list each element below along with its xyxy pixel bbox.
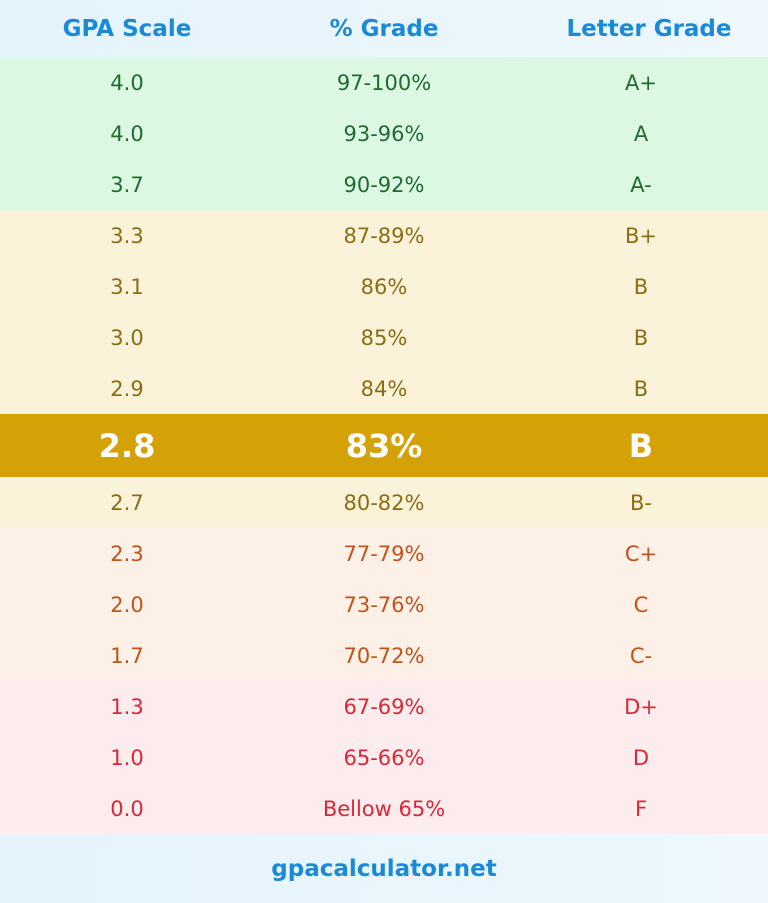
table-cell: 73-76% <box>343 592 425 617</box>
table-cell: B <box>633 325 649 350</box>
row-group: 2.7 80-82% B- <box>0 477 768 528</box>
header-cell: Letter Grade <box>566 15 732 42</box>
row-group: 2.3 77-79% C+ 2.0 73-76% C 1.7 70-72% C- <box>0 528 768 681</box>
table-cell: 3.1 <box>110 274 144 299</box>
table-cell: D+ <box>624 694 658 719</box>
table-cell: D <box>632 745 650 770</box>
table-cell: 1.0 <box>110 745 144 770</box>
row-group: 2.8 83% B <box>0 414 768 477</box>
table-cell: B <box>628 426 654 465</box>
table-cell: 86% <box>360 274 408 299</box>
row-group: 4.0 97-100% A+ 4.0 93-96% A 3.7 90-92% A- <box>0 57 768 210</box>
table-cell: 4.0 <box>110 121 144 146</box>
table-row: 2.7 80-82% B- <box>0 477 768 528</box>
table-cell: 84% <box>360 376 408 401</box>
table-row: 4.0 93-96% A <box>0 108 768 159</box>
table-cell: C <box>633 592 649 617</box>
table-row: 2.3 77-79% C+ <box>0 528 768 579</box>
table-cell: 2.8 <box>98 426 156 465</box>
table-cell: B- <box>630 490 652 515</box>
table-row: 3.3 87-89% B+ <box>0 210 768 261</box>
table-cell: 70-72% <box>343 643 425 668</box>
highlight-row: 2.8 83% B <box>0 414 768 477</box>
table-cell: 2.0 <box>110 592 144 617</box>
table-cell: 87-89% <box>343 223 425 248</box>
table-cell: 97-100% <box>336 70 432 95</box>
table-cell: 2.7 <box>110 490 144 515</box>
table-cell: 2.3 <box>110 541 144 566</box>
table-cell: 3.3 <box>110 223 144 248</box>
table-cell: 2.9 <box>110 376 144 401</box>
table-cell: 90-92% <box>343 172 425 197</box>
table-cell: 3.7 <box>110 172 144 197</box>
table-row: 3.7 90-92% A- <box>0 159 768 210</box>
table-cell: 80-82% <box>343 490 425 515</box>
table-cell: 93-96% <box>343 121 425 146</box>
footer-site: gpacalculator.net <box>0 834 768 903</box>
table-cell: 77-79% <box>343 541 425 566</box>
table-cell: B <box>633 376 649 401</box>
table-cell: 67-69% <box>343 694 425 719</box>
table-cell: 3.0 <box>110 325 144 350</box>
table-cell: C- <box>629 643 653 668</box>
table-cell: A- <box>630 172 652 197</box>
table-cell: C+ <box>624 541 658 566</box>
table-row: 1.0 65-66% D <box>0 732 768 783</box>
table-cell: Bellow 65% <box>322 796 446 821</box>
row-group: 1.3 67-69% D+ 1.0 65-66% D 0.0 Bellow 65% F <box>0 681 768 834</box>
table-cell: 4.0 <box>110 70 144 95</box>
table-row: 1.3 67-69% D+ <box>0 681 768 732</box>
table-row: 3.0 85% B <box>0 312 768 363</box>
table-row: 2.9 84% B <box>0 363 768 414</box>
header-cell: GPA Scale <box>62 15 192 42</box>
table-header: GPA Scale % Grade Letter Grade <box>0 0 768 57</box>
table-cell: B <box>633 274 649 299</box>
table-body: 4.0 97-100% A+ 4.0 93-96% A 3.7 90-92% A- 3.3 87-8… <box>0 57 768 834</box>
table-cell: A+ <box>625 70 657 95</box>
table-cell: B+ <box>624 223 657 248</box>
table-row: 3.1 86% B <box>0 261 768 312</box>
header-cell: % Grade <box>329 15 439 42</box>
table-cell: 0.0 <box>110 796 144 821</box>
table-cell: A <box>633 121 649 146</box>
table-row: 0.0 Bellow 65% F <box>0 783 768 834</box>
table-cell: 1.7 <box>110 643 144 668</box>
row-group: 3.3 87-89% B+ 3.1 86% B 3.0 85% B 2.9 84% B <box>0 210 768 414</box>
table-cell: 85% <box>360 325 408 350</box>
table-cell: F <box>634 796 648 821</box>
table-cell: 83% <box>345 426 423 465</box>
table-row: 1.7 70-72% C- <box>0 630 768 681</box>
table-row: 4.0 97-100% A+ <box>0 57 768 108</box>
table-cell: 65-66% <box>343 745 425 770</box>
table-row: 2.0 73-76% C <box>0 579 768 630</box>
table-cell: 1.3 <box>110 694 144 719</box>
